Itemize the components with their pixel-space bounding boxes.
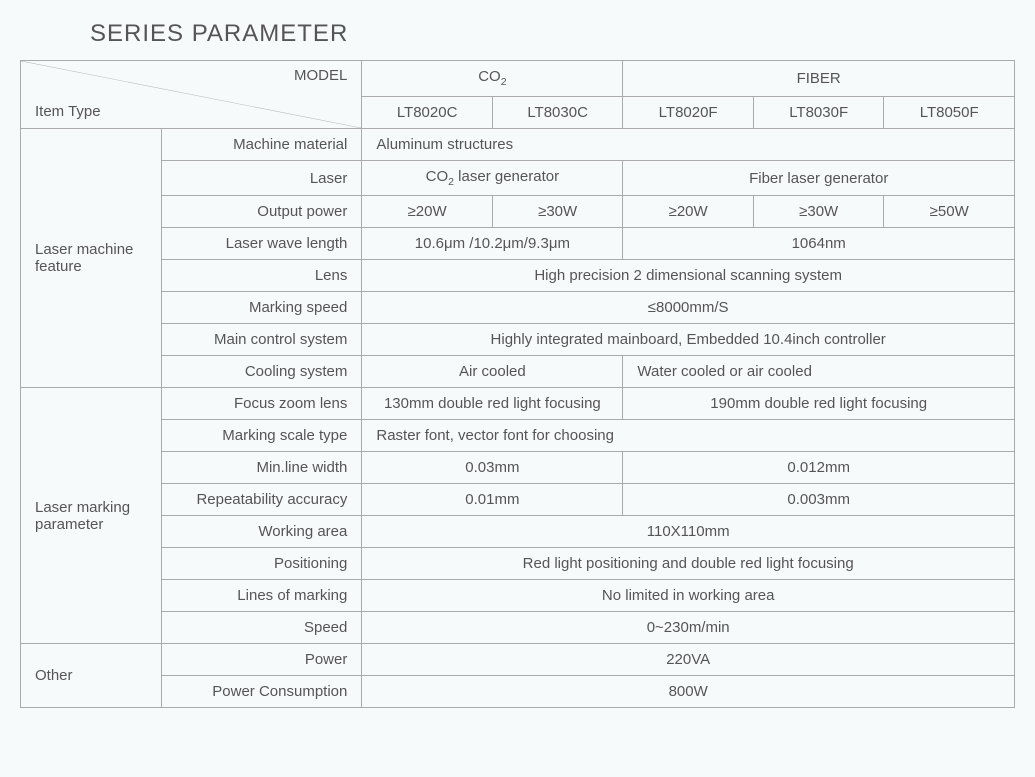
value-cell: 0.03mm: [362, 452, 623, 484]
section-label: Laser marking parameter: [21, 388, 162, 644]
param-label: Positioning: [161, 548, 362, 580]
value-cell: Highly integrated mainboard, Embedded 10…: [362, 324, 1015, 356]
value-cell: ≥20W: [623, 196, 754, 228]
value-cell: ≥30W: [753, 196, 884, 228]
param-label: Laser: [161, 161, 362, 196]
header-diagonal-cell: MODEL Item Type: [21, 61, 362, 129]
header-group: FIBER: [623, 61, 1015, 97]
value-cell: ≥20W: [362, 196, 493, 228]
param-label: Main control system: [161, 324, 362, 356]
table-row: LensHigh precision 2 dimensional scannin…: [21, 260, 1015, 292]
value-cell: ≥30W: [492, 196, 623, 228]
value-cell: 1064nm: [623, 228, 1015, 260]
param-label: Power: [161, 644, 362, 676]
table-row: Min.line width0.03mm0.012mm: [21, 452, 1015, 484]
header-model: LT8030F: [753, 96, 884, 128]
table-row: Working area110X110mm: [21, 516, 1015, 548]
param-label: Lines of marking: [161, 580, 362, 612]
table-row: LaserCO2 laser generatorFiber laser gene…: [21, 161, 1015, 196]
table-row: Laser wave length10.6μm /10.2μm/9.3μm106…: [21, 228, 1015, 260]
value-cell: 110X110mm: [362, 516, 1015, 548]
page-title: SERIES PARAMETER: [90, 20, 1015, 48]
param-label: Cooling system: [161, 356, 362, 388]
value-cell: ≥50W: [884, 196, 1015, 228]
table-row: Laser machine featureMachine materialAlu…: [21, 129, 1015, 161]
header-model: LT8020C: [362, 96, 493, 128]
value-cell: 10.6μm /10.2μm/9.3μm: [362, 228, 623, 260]
value-cell: 0.003mm: [623, 484, 1015, 516]
header-model: LT8020F: [623, 96, 754, 128]
param-label: Power Consumption: [161, 676, 362, 708]
value-cell: Fiber laser generator: [623, 161, 1015, 196]
value-cell: Water cooled or air cooled: [623, 356, 1015, 388]
value-cell: CO2 laser generator: [362, 161, 623, 196]
value-cell: Raster font, vector font for choosing: [362, 420, 1015, 452]
header-model-label: MODEL: [294, 67, 347, 84]
section-label: Other: [21, 644, 162, 708]
parameter-table: MODELItem TypeCO2FIBERLT8020CLT8030CLT80…: [20, 60, 1015, 708]
param-label: Speed: [161, 612, 362, 644]
value-cell: High precision 2 dimensional scanning sy…: [362, 260, 1015, 292]
value-cell: 800W: [362, 676, 1015, 708]
value-cell: ≤8000mm/S: [362, 292, 1015, 324]
value-cell: 130mm double red light focusing: [362, 388, 623, 420]
header-model: LT8030C: [492, 96, 623, 128]
header-itemtype-label: Item Type: [35, 103, 101, 120]
value-cell: 0~230m/min: [362, 612, 1015, 644]
value-cell: 220VA: [362, 644, 1015, 676]
param-label: Repeatability accuracy: [161, 484, 362, 516]
table-row: Cooling systemAir cooledWater cooled or …: [21, 356, 1015, 388]
table-row: PositioningRed light positioning and dou…: [21, 548, 1015, 580]
param-label: Working area: [161, 516, 362, 548]
table-row: Main control systemHighly integrated mai…: [21, 324, 1015, 356]
table-row: OtherPower220VA: [21, 644, 1015, 676]
value-cell: 0.01mm: [362, 484, 623, 516]
value-cell: No limited in working area: [362, 580, 1015, 612]
table-row: Marking scale typeRaster font, vector fo…: [21, 420, 1015, 452]
table-row: Speed0~230m/min: [21, 612, 1015, 644]
header-model: LT8050F: [884, 96, 1015, 128]
value-cell: 0.012mm: [623, 452, 1015, 484]
param-label: Machine material: [161, 129, 362, 161]
value-cell: 190mm double red light focusing: [623, 388, 1015, 420]
param-label: Focus zoom lens: [161, 388, 362, 420]
param-label: Laser wave length: [161, 228, 362, 260]
param-label: Lens: [161, 260, 362, 292]
value-cell: Aluminum structures: [362, 129, 1015, 161]
table-row: Laser marking parameterFocus zoom lens13…: [21, 388, 1015, 420]
param-label: Output power: [161, 196, 362, 228]
table-row: Lines of markingNo limited in working ar…: [21, 580, 1015, 612]
table-row: Power Consumption800W: [21, 676, 1015, 708]
table-row: Repeatability accuracy0.01mm0.003mm: [21, 484, 1015, 516]
table-row: Marking speed≤8000mm/S: [21, 292, 1015, 324]
table-row: Output power≥20W≥30W≥20W≥30W≥50W: [21, 196, 1015, 228]
param-label: Marking speed: [161, 292, 362, 324]
section-label: Laser machine feature: [21, 129, 162, 388]
header-group: CO2: [362, 61, 623, 97]
value-cell: Red light positioning and double red lig…: [362, 548, 1015, 580]
value-cell: Air cooled: [362, 356, 623, 388]
param-label: Marking scale type: [161, 420, 362, 452]
param-label: Min.line width: [161, 452, 362, 484]
